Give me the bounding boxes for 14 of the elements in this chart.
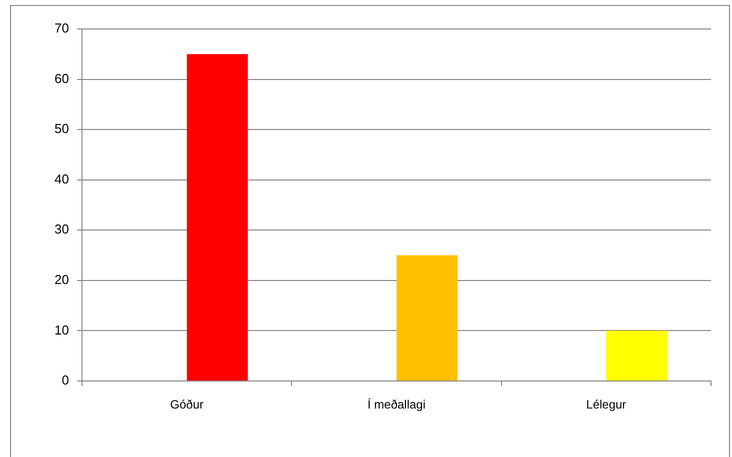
bar (186, 54, 248, 380)
y-tick-label: 50 (54, 121, 69, 136)
y-tick-label: 0 (62, 372, 69, 388)
bar (396, 255, 458, 380)
y-tick-label: 70 (54, 20, 69, 36)
y-tick-label: 30 (54, 222, 69, 237)
y-tick-label: 10 (54, 322, 69, 338)
y-tick-label: 20 (54, 272, 69, 288)
x-tick-label: Góður (170, 398, 204, 412)
y-tick-label: 40 (54, 171, 69, 186)
x-tick-label: Lélegur (586, 398, 626, 412)
y-tick-label: 60 (54, 70, 69, 86)
x-tick-label: Í meðallagi (367, 398, 426, 412)
bar (606, 330, 668, 380)
